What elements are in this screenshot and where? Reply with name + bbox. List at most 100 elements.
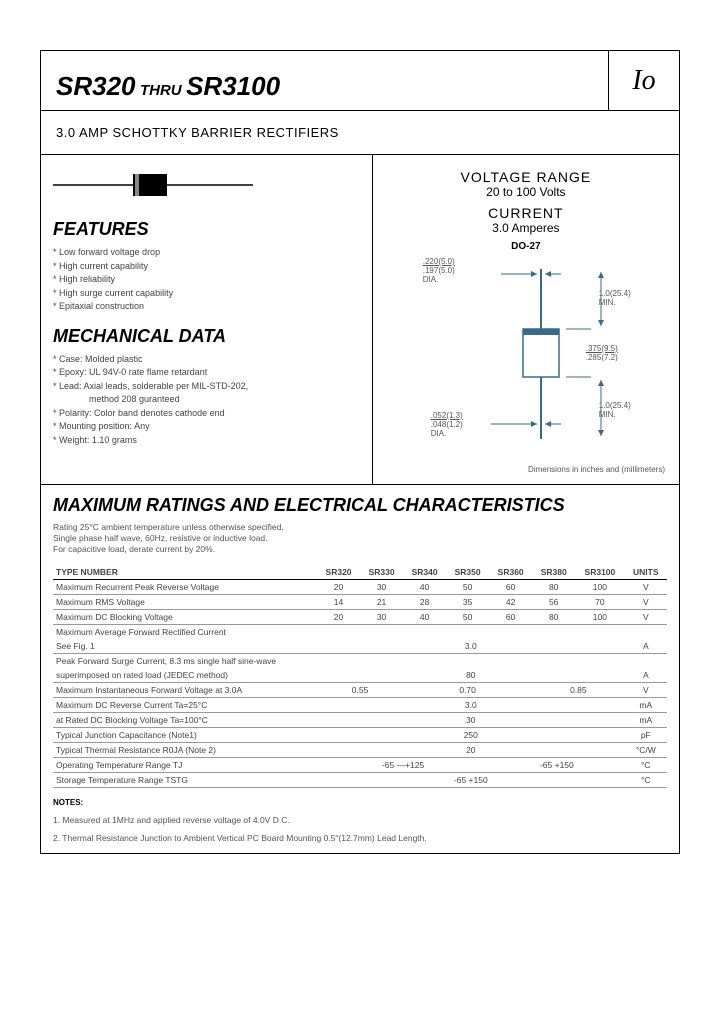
part-to: SR3100	[186, 71, 280, 101]
feature-item: High reliability	[53, 273, 360, 287]
dim-5: 1.0(25.4)	[599, 401, 631, 410]
col-header: SR360	[489, 565, 532, 580]
col-header: SR3100	[575, 565, 624, 580]
col-header: SR330	[360, 565, 403, 580]
cell-unit: mA	[625, 698, 667, 713]
mechanical-list: Case: Molded plastic Epoxy: UL 94V-0 rat…	[53, 353, 360, 448]
diode-icon	[53, 170, 253, 200]
dim-2s: MIN.	[599, 298, 631, 307]
mech-item: Mounting position: Any	[53, 420, 360, 434]
datasheet-page: SR320 THRU SR3100 Io 3.0 AMP SCHOTTKY BA…	[0, 0, 720, 904]
cell: 21	[360, 595, 403, 610]
cell: V	[625, 580, 667, 595]
notes-label: NOTES:	[53, 798, 667, 807]
row-label: Typical Thermal Resistance R0JA (Note 2)	[53, 743, 317, 758]
cell-span: 80	[317, 668, 625, 683]
ratings-table: TYPE NUMBER SR320 SR330 SR340 SR350 SR36…	[53, 565, 667, 788]
package-diagram: DO-27	[381, 241, 671, 459]
table-row: See Fig. 13.0A	[53, 639, 667, 654]
col-header: SR320	[317, 565, 360, 580]
mech-item: Polarity: Color band denotes cathode end	[53, 407, 360, 421]
row-label: Maximum Average Forward Rectified Curren…	[53, 625, 317, 640]
mech-item: method 208 guranteed	[53, 393, 360, 407]
cell: 40	[403, 580, 446, 595]
cell-unit: mA	[625, 713, 667, 728]
dim-4s: DIA.	[431, 429, 463, 438]
current-label: CURRENT	[381, 205, 671, 221]
cell: -65 +150	[489, 758, 624, 773]
logo-text: Io	[632, 65, 655, 97]
cell-span: -65 +150	[317, 773, 625, 788]
thru-label: THRU	[140, 82, 182, 99]
feature-item: Low forward voltage drop	[53, 246, 360, 260]
table-row: Typical Thermal Resistance R0JA (Note 2)…	[53, 743, 667, 758]
dim-4a: .052(1.3)	[431, 411, 463, 420]
dim-3b: .285(7.2)	[586, 353, 618, 362]
table-row: Maximum DC Blocking Voltage2030405060801…	[53, 610, 667, 625]
content-frame: SR320 THRU SR3100 Io 3.0 AMP SCHOTTKY BA…	[40, 50, 680, 854]
cell: 56	[532, 595, 575, 610]
cell-unit: A	[625, 639, 667, 654]
feature-item: High current capability	[53, 260, 360, 274]
dim-1a: .220(5.0)	[423, 257, 455, 266]
title-row: SR320 THRU SR3100 Io	[41, 51, 679, 111]
part-from: SR320	[56, 71, 136, 101]
cell: 70	[575, 595, 624, 610]
cell: 80	[532, 580, 575, 595]
table-row: Maximum Instantaneous Forward Voltage at…	[53, 683, 667, 698]
table-row: Maximum Average Forward Rectified Curren…	[53, 625, 667, 640]
table-row: Maximum RMS Voltage14212835425670V	[53, 595, 667, 610]
title-cell: SR320 THRU SR3100	[41, 51, 609, 110]
features-heading: FEATURES	[53, 219, 360, 240]
table-row: Operating Temperature Range TJ-65 —+125-…	[53, 758, 667, 773]
dim-5s: MIN.	[599, 410, 631, 419]
cell: V	[625, 683, 667, 698]
cell: 28	[403, 595, 446, 610]
feature-item: Epitaxial construction	[53, 300, 360, 314]
mech-item: Weight: 1.10 grams	[53, 434, 360, 448]
table-row: Peak Forward Surge Current, 8.3 ms singl…	[53, 654, 667, 669]
row-label: Maximum Recurrent Peak Reverse Voltage	[53, 580, 317, 595]
row-label: See Fig. 1	[53, 639, 317, 654]
cell-span: 20	[317, 743, 625, 758]
cell-span: 250	[317, 728, 625, 743]
current-value: 3.0 Amperes	[381, 221, 671, 235]
cell-span: 3.0	[317, 639, 625, 654]
table-row: Maximum Recurrent Peak Reverse Voltage20…	[53, 580, 667, 595]
col-header: SR380	[532, 565, 575, 580]
cell-unit: pF	[625, 728, 667, 743]
mid-row: FEATURES Low forward voltage drop High c…	[41, 154, 679, 485]
col-header: UNITS	[625, 565, 667, 580]
cell: 0.70	[403, 683, 532, 698]
mech-item: Case: Molded plastic	[53, 353, 360, 367]
cell: 42	[489, 595, 532, 610]
cell: 30	[360, 580, 403, 595]
feature-item: High surge current capability	[53, 287, 360, 301]
table-row: at Rated DC Blocking Voltage Ta=100°C30m…	[53, 713, 667, 728]
cell: 20	[317, 580, 360, 595]
cell: °C	[625, 758, 667, 773]
cell: 60	[489, 610, 532, 625]
dim-1s: DIA.	[423, 275, 455, 284]
cell-span: 3.0	[317, 698, 625, 713]
cell-span: 30	[317, 713, 625, 728]
cell: 0.85	[532, 683, 624, 698]
mech-item: Lead: Axial leads, solderable per MIL-ST…	[53, 380, 360, 394]
note-2: 2. Thermal Resistance Junction to Ambien…	[53, 833, 667, 843]
cell-unit: A	[625, 668, 667, 683]
left-column: FEATURES Low forward voltage drop High c…	[41, 155, 373, 484]
cell: V	[625, 610, 667, 625]
cell-empty	[317, 654, 667, 669]
cell: 14	[317, 595, 360, 610]
cell-empty	[317, 625, 667, 640]
cell: -65 —+125	[317, 758, 489, 773]
dimension-footnote: Dimensions in inches and (millimeters)	[381, 465, 671, 474]
cell: 80	[532, 610, 575, 625]
table-row: Typical Junction Capacitance (Note1)250p…	[53, 728, 667, 743]
dim-4b: .048(1.2)	[431, 420, 463, 429]
row-label: Maximum DC Blocking Voltage	[53, 610, 317, 625]
cell: 35	[446, 595, 489, 610]
cell: 100	[575, 580, 624, 595]
table-row: Maximum DC Reverse Current Ta=25°C3.0mA	[53, 698, 667, 713]
ratings-heading: MAXIMUM RATINGS AND ELECTRICAL CHARACTER…	[53, 495, 667, 516]
